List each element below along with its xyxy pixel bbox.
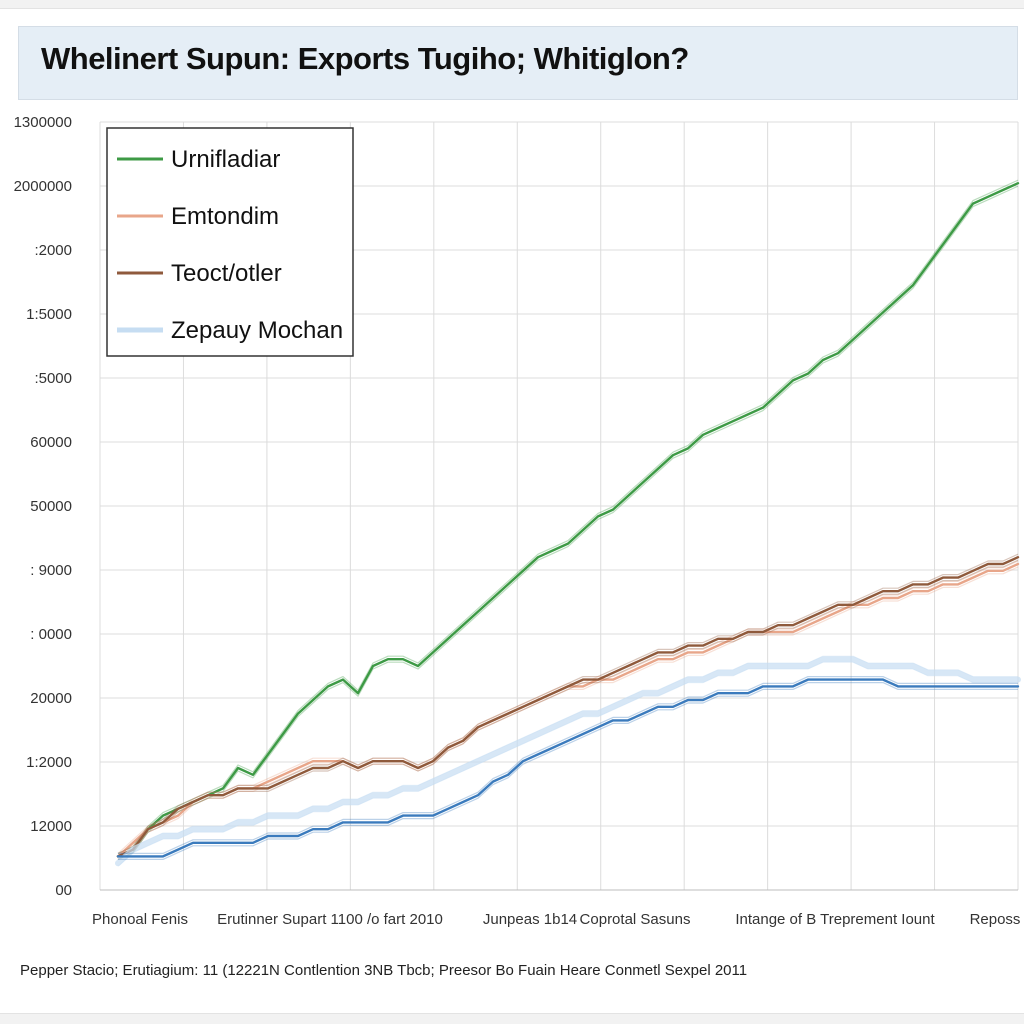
bottom-frame <box>0 1013 1024 1024</box>
x-tick-label: Erutinner Supart 1100 /o fart 2010 <box>217 911 443 928</box>
chart-title: Whelinert Supun: Exports Tugiho; Whitigl… <box>41 41 689 76</box>
series-line-shadow <box>117 560 1019 854</box>
series-line <box>116 556 1020 858</box>
series-line-shadow <box>117 553 1019 854</box>
series-line <box>116 678 1020 858</box>
series-line-shadow <box>117 566 1019 860</box>
y-tick-label: 1300000 <box>14 114 72 131</box>
y-tick-label: 20000 <box>30 690 72 707</box>
x-tick-label: Coprotal Sasuns <box>580 911 691 928</box>
series-line <box>115 656 1021 867</box>
y-tick-label: : 9000 <box>30 562 72 579</box>
legend-label: Urnifladiar <box>171 146 280 173</box>
source-note: Pepper Stacio; Erutiagium: 11 (12221N Co… <box>20 962 748 979</box>
series-line-shadow <box>118 676 1018 854</box>
x-tick-label: Junpeas 1b14 <box>483 911 577 928</box>
x-tick-label: Reposs <box>970 911 1021 928</box>
x-tick-label: Intange of B Treprement Iount <box>735 911 935 928</box>
top-frame <box>0 0 1024 9</box>
y-tick-label: :5000 <box>34 370 72 387</box>
series-line <box>116 182 1020 858</box>
series-line-shadow <box>117 185 1019 860</box>
y-tick-label: 50000 <box>30 498 72 515</box>
series-line-shadow <box>118 682 1018 860</box>
y-tick-label: : 0000 <box>30 626 72 643</box>
legend-box <box>106 127 354 357</box>
y-tick-label: :2000 <box>34 242 72 259</box>
legend-label: Emtondim <box>171 203 279 230</box>
y-tick-label: 12000 <box>30 818 72 835</box>
series-line-shadow <box>117 179 1019 854</box>
legend-label: Teoct/otler <box>171 260 282 287</box>
y-tick-label: 00 <box>55 882 72 899</box>
line-chart: 13000002000000:20001:5000:50006000050000… <box>14 114 1021 928</box>
y-tick-label: 1:2000 <box>26 754 72 771</box>
y-tick-label: 2000000 <box>14 178 72 195</box>
y-tick-label: 1:5000 <box>26 306 72 323</box>
y-tick-label: 60000 <box>30 434 72 451</box>
legend-label: Zepauy Mochan <box>171 317 343 344</box>
x-tick-label: Phonoal Fenis <box>92 911 188 928</box>
series-line-shadow <box>117 559 1019 860</box>
title-bar: Whelinert Supun: Exports Tugiho; Whitigl… <box>18 26 1018 100</box>
